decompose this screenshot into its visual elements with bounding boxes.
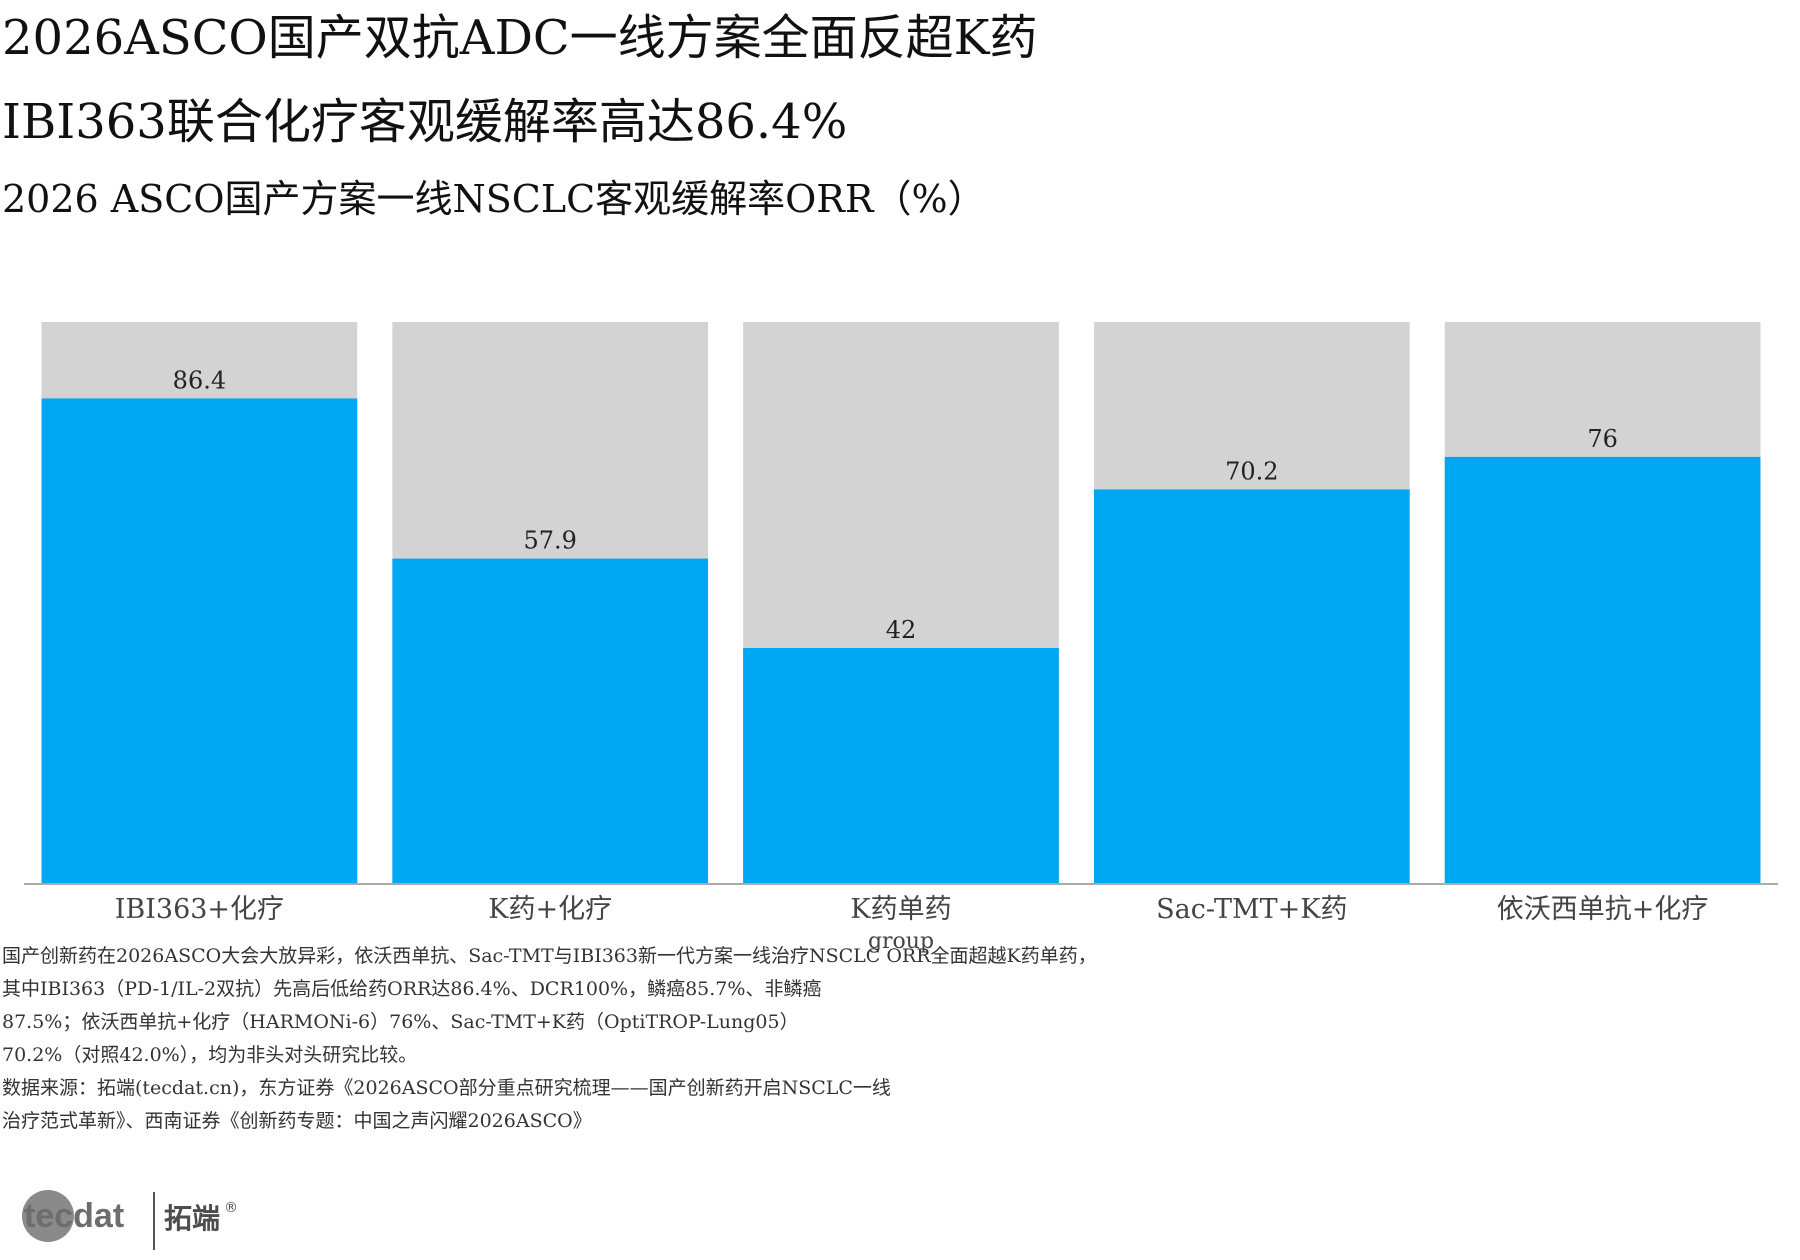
data-label: 70.2 — [1225, 457, 1278, 485]
bar — [1093, 489, 1410, 884]
note-line: 87.5%；依沃西单抗+化疗（HARMONi-6）76%、Sac-TMT+K药（… — [2, 1011, 799, 1033]
data-label: 86.4 — [173, 366, 226, 394]
bar — [1444, 456, 1761, 884]
data-labels: 86.4 57.9 42 70.2 76 — [173, 366, 1618, 644]
svg-text:拓端: 拓端 — [164, 1202, 220, 1235]
source-line: 治疗范式革新》、西南证券《创新药专题：中国之声闪耀2026ASCO》 — [2, 1110, 592, 1132]
value-bars — [41, 398, 1761, 884]
bar-chart: 86.4 57.9 42 70.2 76 IBI363+化疗 K药+化疗 K药单药 Sac-T… — [24, 322, 1778, 954]
data-label: 57.9 — [523, 527, 576, 555]
chart-title-line2: IBI363联合化疗客观缓解率高达86.4% — [2, 94, 848, 150]
note-line: 国产创新药在2026ASCO大会大放异彩，依沃西单抗、Sac-TMT与IBI36… — [2, 945, 1097, 967]
data-label: 42 — [886, 616, 917, 644]
chart-subtitle: 2026 ASCO国产方案一线NSCLC客观缓解率ORR（%） — [2, 177, 986, 221]
x-tick-label: K药单药 — [850, 894, 951, 925]
svg-text:®: ® — [224, 1200, 238, 1216]
bar — [743, 647, 1059, 884]
x-tick-label: K药+化疗 — [488, 894, 612, 925]
x-tick-label: 依沃西单抗+化疗 — [1497, 894, 1709, 925]
note-line: 其中IBI363（PD-1/IL-2双抗）先高后低给药ORR达86.4%、DCR… — [2, 978, 822, 1000]
chart-title: 2026ASCO国产双抗ADC一线方案全面反超K药 — [2, 10, 1038, 66]
x-tick-label: IBI363+化疗 — [115, 894, 284, 925]
note-line: 70.2%（对照42.0%），均为非头对头研究比较。 — [2, 1044, 418, 1066]
data-label: 76 — [1587, 425, 1618, 453]
chart-notes: 国产创新药在2026ASCO大会大放异彩，依沃西单抗、Sac-TMT与IBI36… — [2, 940, 1302, 1138]
x-tick-labels: IBI363+化疗 K药+化疗 K药单药 Sac-TMT+K药 依沃西单抗+化疗 — [115, 894, 1709, 925]
bar — [41, 398, 358, 884]
bar — [392, 558, 709, 884]
svg-text:tecdat: tecdat — [24, 1197, 124, 1235]
x-tick-label: Sac-TMT+K药 — [1156, 894, 1347, 925]
x-axis-title: group — [868, 929, 934, 954]
source-line: 数据来源：拓端(tecdat.cn)，东方证券《2026ASCO部分重点研究梳理… — [2, 1077, 891, 1099]
tecdat-logo: tecdat 拓端 ® — [22, 1190, 238, 1250]
